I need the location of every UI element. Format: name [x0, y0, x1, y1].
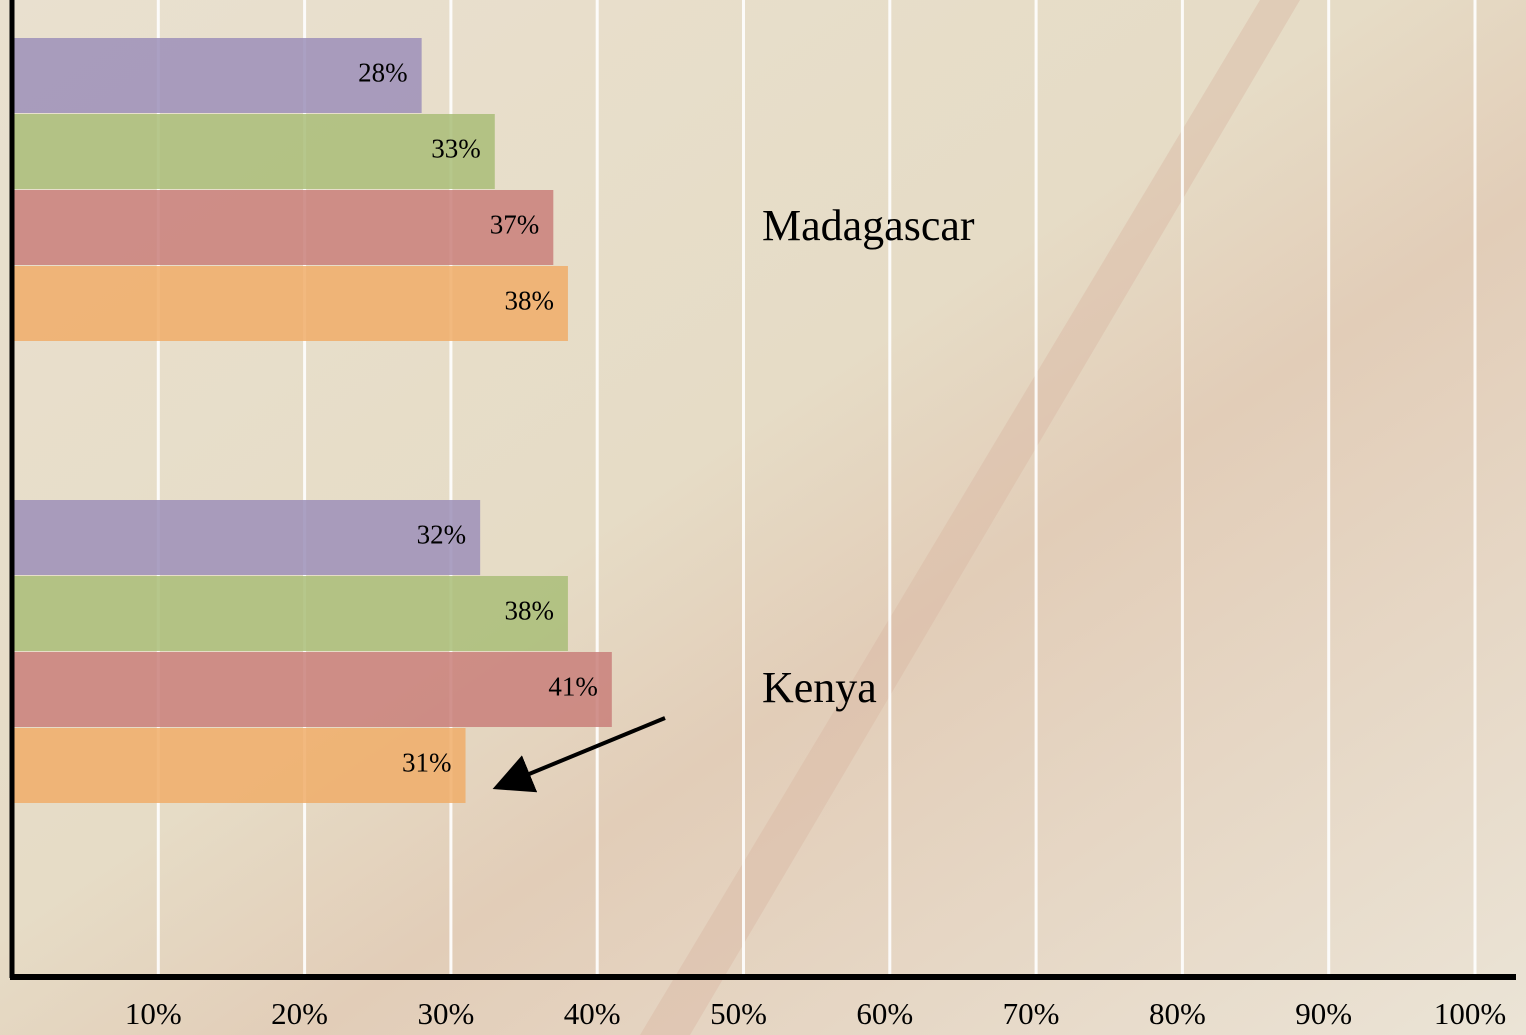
x-tick-label: 50% — [710, 996, 767, 1031]
bar — [12, 500, 480, 575]
value-label: 41% — [548, 672, 598, 702]
x-tick-label: 40% — [564, 996, 621, 1031]
x-tick-label: 100% — [1434, 996, 1506, 1031]
bar — [12, 114, 495, 189]
value-label: 38% — [504, 286, 554, 316]
bar — [12, 576, 568, 651]
chart: 10% 20% 30% 40% 50% 60% 70% 80% 90% 100% 28% 33% 37%… — [0, 0, 1526, 1035]
value-label: 31% — [402, 748, 452, 778]
x-tick-label: 30% — [417, 996, 474, 1031]
bar — [12, 266, 568, 341]
x-tick-label: 70% — [1003, 996, 1060, 1031]
value-label: 28% — [358, 58, 408, 88]
category-label: Kenya — [762, 663, 877, 712]
x-tick-label: 60% — [856, 996, 913, 1031]
category-label: Madagascar — [762, 201, 975, 250]
x-tick-label: 20% — [271, 996, 328, 1031]
x-tick-label: 10% — [125, 996, 182, 1031]
bar — [12, 190, 553, 265]
x-tick-label: 80% — [1149, 996, 1206, 1031]
bar — [12, 652, 612, 727]
bar — [12, 728, 466, 803]
value-label: 33% — [431, 134, 481, 164]
x-tick-label: 90% — [1295, 996, 1352, 1031]
value-label: 37% — [490, 210, 540, 240]
value-label: 38% — [504, 596, 554, 626]
value-label: 32% — [417, 520, 467, 550]
